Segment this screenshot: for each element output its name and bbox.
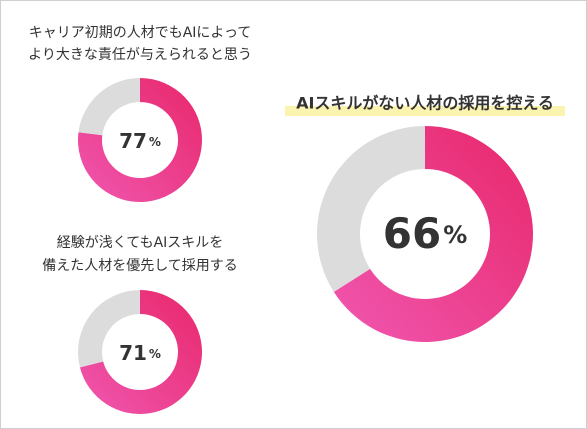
chart-title: より大きな責任が与えられると思う (28, 47, 252, 63)
donut-segment (78, 78, 203, 202)
donut-segment (333, 126, 533, 343)
center-unit: % (443, 221, 467, 249)
center-value: 71 (119, 341, 147, 365)
center-unit: % (149, 135, 161, 149)
chart-title: 備えた人材を優先して採用する (42, 258, 238, 274)
center-label: 77% (119, 129, 161, 153)
center-label: 71% (119, 341, 161, 365)
title-highlight (285, 106, 565, 116)
donut-segment (79, 290, 203, 414)
center-value: 77 (119, 129, 147, 153)
center-label: 66% (383, 209, 468, 258)
chart-title: 経験が浅くてもAIスキルを (57, 235, 224, 251)
donut-segment (78, 78, 140, 136)
donut-segment (78, 290, 140, 368)
donut-segment (317, 126, 425, 292)
chart-title: キャリア初期の人材でもAIによって (29, 24, 252, 41)
center-unit: % (149, 347, 161, 361)
center-value: 66 (383, 209, 441, 258)
chart-title: AIスキルがない人材の採用を控える (296, 94, 554, 113)
